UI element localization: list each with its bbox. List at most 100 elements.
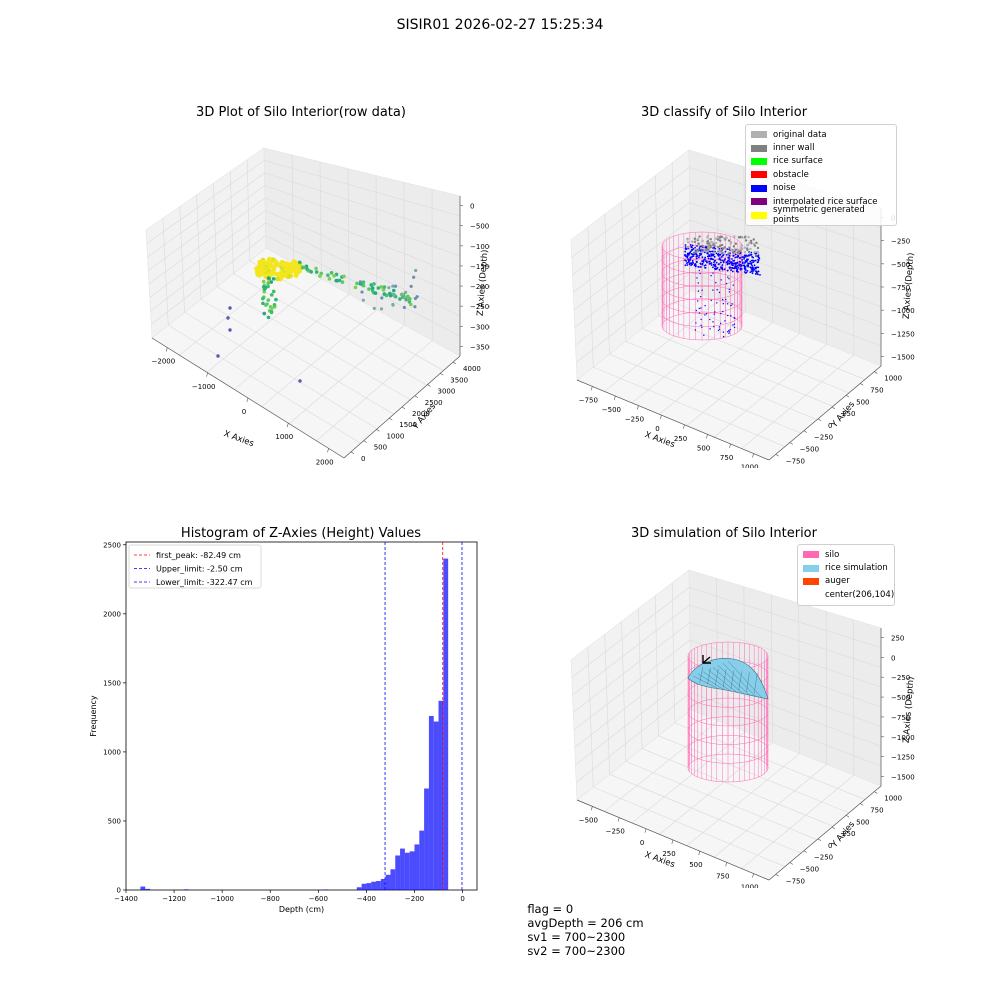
x-tick-label: 0 xyxy=(242,408,246,416)
grid-line xyxy=(686,753,800,846)
legend-swatch xyxy=(751,144,767,152)
grid-line xyxy=(621,201,627,342)
x-tick-label: 0 xyxy=(460,895,464,903)
data-point xyxy=(282,262,288,268)
data-point xyxy=(266,284,270,289)
data-point xyxy=(412,275,416,279)
noise-point xyxy=(698,307,700,310)
grid-line xyxy=(288,324,405,424)
wall-point xyxy=(686,238,689,241)
noise-point xyxy=(757,270,760,273)
noise-point xyxy=(746,255,749,257)
raw-3d-plot: 3D Plot of Silo Interior(row data) −2000… xyxy=(145,105,490,466)
histogram-bar xyxy=(443,558,449,890)
z-tick-label: 250 xyxy=(891,634,904,642)
noise-point xyxy=(687,258,689,260)
y-tick-label: 0 xyxy=(828,422,832,430)
data-point xyxy=(228,328,232,332)
noise-point xyxy=(738,264,741,267)
data-point xyxy=(274,297,278,302)
y-tick-label: 0 xyxy=(828,842,832,850)
grid-line xyxy=(604,214,610,355)
grid-line xyxy=(574,237,691,328)
y-tick-label: 500 xyxy=(374,444,387,452)
noise-point xyxy=(733,259,736,262)
noise-point xyxy=(734,253,737,256)
grid-line xyxy=(671,582,676,723)
x-axis-label: X Axies xyxy=(222,429,255,449)
noise-point xyxy=(720,279,722,281)
axis-line xyxy=(768,785,882,881)
histogram-bar xyxy=(428,716,434,890)
grid-line xyxy=(604,300,719,392)
histogram-bar xyxy=(356,887,362,890)
noise-point xyxy=(737,271,739,273)
x-tick-label: −250 xyxy=(625,416,644,424)
histogram-bar xyxy=(380,878,386,890)
wall-point xyxy=(753,250,756,254)
noise-point xyxy=(703,251,706,254)
noise-point xyxy=(726,248,729,251)
noise-point xyxy=(689,243,692,246)
noise-point xyxy=(728,254,731,257)
legend-swatch xyxy=(803,591,819,598)
noise-point xyxy=(750,270,753,273)
noise-point xyxy=(740,265,742,268)
silo-ring xyxy=(661,271,743,301)
wall-point xyxy=(756,246,760,250)
grid-line xyxy=(659,322,773,415)
legend-box xyxy=(128,544,262,589)
y-tick-label: 1000 xyxy=(884,795,902,803)
noise-point xyxy=(695,257,698,260)
simulation-3d-plot: 3D simulation of Silo Interior −500 −250 0… xyxy=(570,526,916,888)
silo-ring xyxy=(687,753,769,783)
noise-point xyxy=(730,269,733,271)
noise-point xyxy=(685,260,688,262)
noise-point xyxy=(698,269,701,272)
data-point xyxy=(318,274,322,278)
y-tick-label: −750 xyxy=(786,457,805,465)
x-tick-label: 750 xyxy=(716,872,729,880)
noise-point xyxy=(715,252,718,255)
noise-point xyxy=(700,324,702,327)
grid-line xyxy=(658,315,850,394)
data-point xyxy=(314,270,319,274)
histogram-bar xyxy=(395,855,401,890)
noise-point xyxy=(744,260,747,262)
data-point xyxy=(414,268,418,273)
legend-label: center(206,104) xyxy=(825,589,895,600)
noise-point xyxy=(726,303,729,305)
noise-point xyxy=(689,257,692,260)
noise-point xyxy=(701,262,704,265)
y-tick xyxy=(427,384,431,387)
data-point xyxy=(266,315,271,320)
x-tick xyxy=(613,395,616,400)
z-tick-label: −1000 xyxy=(891,734,915,742)
x-tick-label: −500 xyxy=(602,406,621,414)
noise-point xyxy=(732,324,734,326)
y-tick-label: 4000 xyxy=(463,365,481,373)
noise-point xyxy=(733,326,736,329)
data-point xyxy=(298,379,302,383)
grid-line xyxy=(631,731,746,824)
y-tick xyxy=(874,791,878,794)
y-tick-label: 0 xyxy=(117,887,121,895)
legend-swatch xyxy=(751,198,767,206)
grid-line xyxy=(264,197,461,277)
y-tick xyxy=(414,395,418,398)
data-point xyxy=(391,288,396,293)
wall-point xyxy=(706,236,709,239)
wall-point xyxy=(713,248,716,252)
grid-line xyxy=(151,235,266,325)
noise-point xyxy=(726,260,729,262)
data-point xyxy=(361,298,365,302)
wall-point xyxy=(709,244,712,247)
grid-line xyxy=(261,309,378,407)
grid-line xyxy=(319,161,322,279)
y-tick xyxy=(817,418,822,421)
noise-point xyxy=(701,256,704,259)
noise-point xyxy=(696,245,698,247)
wall-point xyxy=(722,251,725,255)
wall-point xyxy=(701,239,704,243)
noise-point xyxy=(707,257,710,260)
